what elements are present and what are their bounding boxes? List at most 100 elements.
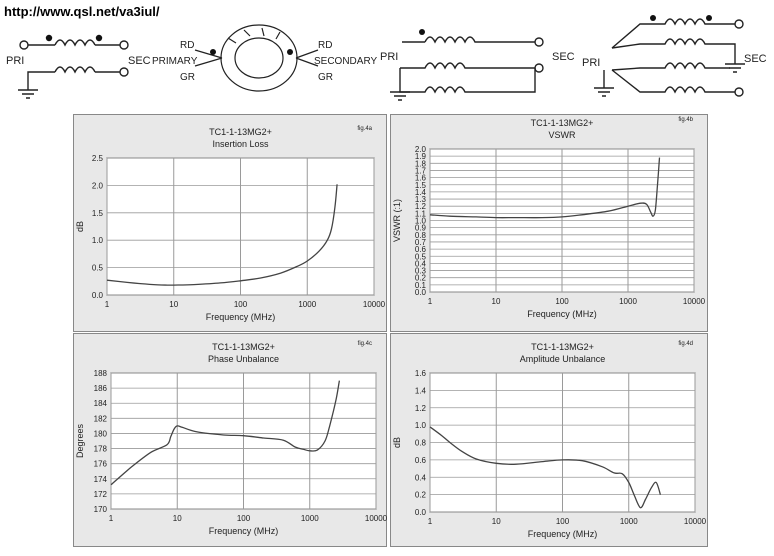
chart-subtitle: Phase Unbalance <box>208 354 279 364</box>
chart-amplitude-unbalance: 1 10 100 1000 10000 0.0 0.2 0.4 0.6 0.8 1.0 1.2 1.4 1… <box>392 341 707 539</box>
x-tick-label: 10 <box>169 300 178 309</box>
chart-vswr: 1 10 100 1000 100000.00.10.20.30.40.50.60.70… <box>392 117 706 319</box>
s3-sec-label: SEC <box>552 51 575 63</box>
y-tick-label: 2.5 <box>92 154 104 163</box>
y-tick-label: 182 <box>94 414 108 423</box>
chart-phase-unbalance: 1 10 100 1000 10000 170 172 174 176 178 180 182 184 1… <box>75 341 388 536</box>
y-tick-label: 1.6 <box>415 369 427 378</box>
s2-rd-right: RD <box>318 40 332 51</box>
figure-label: fig.4d <box>678 341 693 347</box>
y-tick-label: 176 <box>94 460 108 469</box>
x-axis-label: Frequency (MHz) <box>527 309 597 319</box>
y-tick-label: 0.0 <box>92 291 104 300</box>
y-tick-label: 1.6 <box>415 174 427 183</box>
x-tick-label: 10000 <box>683 297 706 306</box>
source-url[interactable]: http://www.qsl.net/va3iul/ <box>4 4 160 19</box>
chart-title: TC1-1-13MG2+ <box>531 342 594 352</box>
y-tick-label: 1.9 <box>415 152 427 161</box>
y-tick-label: 1.5 <box>415 181 427 190</box>
y-tick-label: 0.5 <box>92 264 104 273</box>
y-tick-label: 0.4 <box>415 473 427 482</box>
s2-gr-left: GR <box>180 72 195 83</box>
x-tick-label: 100 <box>556 517 570 526</box>
figure-label: fig.4a <box>357 126 372 132</box>
schematic-1 <box>18 39 129 99</box>
chart-panel-amplitude-unbalance: 1 10 100 1000 10000 0.0 0.2 0.4 0.6 0.8 1.0 1.2 1.4 1… <box>390 333 708 547</box>
y-tick-label: 1.5 <box>92 209 104 218</box>
y-tick-label: 180 <box>94 429 108 438</box>
x-tick-label: 1 <box>105 300 110 309</box>
x-tick-label: 1000 <box>301 514 319 523</box>
figure-label: fig.4b <box>678 117 693 123</box>
schematic-2-toroid <box>194 24 319 92</box>
chart-subtitle: Amplitude Unbalance <box>520 354 606 364</box>
x-tick-label: 100 <box>555 297 569 306</box>
figure-label: fig.4c <box>358 341 372 347</box>
s2-gr-right: GR <box>318 72 333 83</box>
x-tick-label: 10000 <box>684 517 707 526</box>
y-tick-label: 0.3 <box>415 267 427 276</box>
chart-title: TC1-1-13MG2+ <box>212 342 275 352</box>
x-tick-label: 10000 <box>363 300 386 309</box>
y-axis-label: Degrees <box>75 423 85 458</box>
s2-rd-left: RD <box>180 40 194 51</box>
x-tick-label: 10 <box>173 514 182 523</box>
y-tick-label: 0.9 <box>415 224 427 233</box>
s3-pri-label: PRI <box>380 51 398 63</box>
schematics: PRI SEC RD PRIMARY GR RD SECONDARY GR PR… <box>6 15 767 101</box>
y-tick-label: 0.6 <box>415 456 427 465</box>
y-tick-label: 188 <box>94 369 108 378</box>
y-tick-label: 0.0 <box>415 508 427 517</box>
y-tick-label: 0.2 <box>415 491 427 500</box>
y-tick-label: 0.4 <box>415 259 427 268</box>
y-tick-label: 0.6 <box>415 245 427 254</box>
y-axis-label: VSWR (:1) <box>392 199 402 242</box>
s1-pri-label: PRI <box>6 55 24 67</box>
chart-insertion-loss: 1 10 100 1000 10000 0.0 0.5 1.0 1.5 2.0 2.5 TC1-1-1… <box>75 126 386 322</box>
y-tick-label: 174 <box>94 475 108 484</box>
x-tick-label: 1000 <box>298 300 316 309</box>
x-tick-label: 10 <box>492 517 501 526</box>
y-tick-label: 1.2 <box>415 404 427 413</box>
y-tick-label: 1.4 <box>415 386 427 395</box>
y-tick-label: 1.0 <box>415 421 427 430</box>
series-line <box>106 184 338 286</box>
y-tick-label: 1.7 <box>415 166 427 175</box>
y-tick-label: 2.0 <box>415 145 427 154</box>
y-tick-label: 0.7 <box>415 238 427 247</box>
chart-title: TC1-1-13MG2+ <box>531 118 594 128</box>
schematic-3 <box>390 36 544 101</box>
y-axis-label: dB <box>75 221 85 232</box>
y-tick-label: 1.3 <box>415 195 427 204</box>
y-tick-label: 1.0 <box>92 236 104 245</box>
series-line <box>429 426 662 509</box>
x-tick-label: 1 <box>428 297 433 306</box>
chart-subtitle: VSWR <box>549 130 577 140</box>
chart-panel-vswr: 1 10 100 1000 10000 0.0 0.1 0.2 0.3 0.4 0.5 0.6 0.7 0… <box>390 114 708 332</box>
s4-pri-label: PRI <box>582 57 600 69</box>
x-tick-label: 1000 <box>620 517 638 526</box>
y-tick-label: 1.1 <box>415 209 427 218</box>
x-tick-label: 10 <box>492 297 501 306</box>
y-tick-label: 0.8 <box>415 439 427 448</box>
x-tick-label: 1000 <box>619 297 637 306</box>
y-tick-label: 170 <box>94 505 108 514</box>
y-tick-label: 1.0 <box>415 217 427 226</box>
x-axis-label: Frequency (MHz) <box>528 529 598 539</box>
series-line <box>429 157 661 219</box>
chart-title: TC1-1-13MG2+ <box>209 127 272 137</box>
y-tick-label: 0.0 <box>415 288 427 297</box>
y-tick-label: 0.8 <box>415 231 427 240</box>
y-tick-label: 186 <box>94 384 108 393</box>
y-tick-label: 1.4 <box>415 188 427 197</box>
y-tick-label: 2.0 <box>92 181 104 190</box>
y-tick-label: 178 <box>94 445 108 454</box>
x-axis-label: Frequency (MHz) <box>206 312 276 322</box>
x-tick-label: 100 <box>237 514 251 523</box>
s4-sec-label: SEC <box>744 53 767 65</box>
y-tick-label: 0.1 <box>415 281 427 290</box>
y-tick-label: 0.2 <box>415 274 427 283</box>
s1-sec-label: SEC <box>128 55 151 67</box>
y-tick-label: 184 <box>94 399 108 408</box>
y-tick-label: 0.5 <box>415 252 427 261</box>
